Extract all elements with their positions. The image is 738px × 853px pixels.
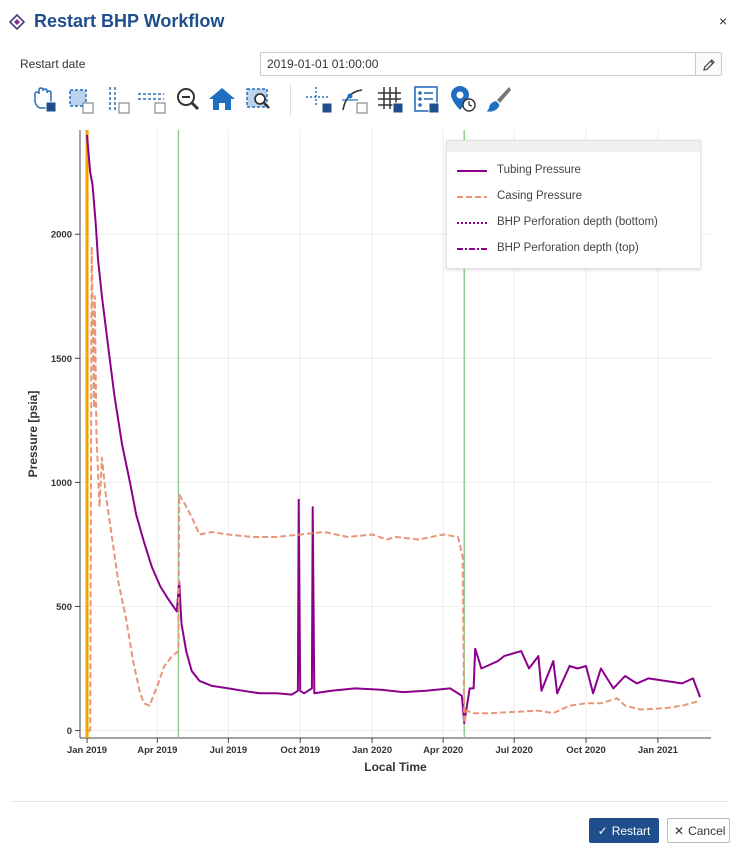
chart-legend[interactable]: Tubing Pressure Casing Pressure BHP Perf… [446,140,701,269]
app-logo-icon [9,14,25,30]
edit-date-button[interactable] [695,52,722,76]
zoom-tool[interactable] [174,84,204,116]
legend-label-bhp-top: BHP Perforation depth (top) [497,242,639,254]
x-tick-label: Jan 2020 [352,745,392,756]
legend-swatch-casing [457,196,487,198]
box-select-icon [69,89,94,114]
legend-item-casing[interactable]: Casing Pressure [457,189,697,205]
box-zoom-tool[interactable] [244,84,274,116]
footer-divider [10,801,728,802]
legend-label-bhp-bottom: BHP Perforation depth (bottom) [497,216,658,228]
x-tick-label: Jul 2019 [210,745,248,756]
paint-brush-tool[interactable] [484,84,514,116]
crosshair-tool[interactable] [306,84,336,116]
y-range-select-icon [138,93,166,114]
home-icon [209,88,235,110]
pan-tool[interactable] [30,84,60,116]
grid-tool[interactable] [376,84,406,116]
legend-item-tubing[interactable]: Tubing Pressure [457,163,697,179]
y-range-select-tool[interactable] [138,84,168,116]
x-range-select-icon [109,87,130,114]
x-tick-label: Jul 2020 [495,745,533,756]
toolbar-separator [290,84,291,116]
restart-button-label: Restart [611,823,651,838]
x-tick-label: Oct 2019 [280,745,320,756]
restart-date-input[interactable] [260,52,696,76]
hover-tooltip-tool[interactable] [448,84,478,116]
y-tick-label: 0 [67,726,72,737]
x-range-select-tool[interactable] [102,84,132,116]
y-tick-label: 1500 [51,354,72,365]
dialog-header: Restart BHP Workflow × [0,0,738,44]
zoom-icon [177,88,200,111]
x-icon: ✕ [674,823,685,838]
x-axis-label: Local Time [364,760,427,774]
paint-brush-icon [486,87,511,112]
restart-date-label: Restart date [20,57,86,71]
x-tick-label: Jan 2019 [67,745,107,756]
series-line-casing-pressure [88,245,701,732]
legend-item-bhp-top[interactable]: BHP Perforation depth (top) [457,241,697,257]
series-line-tubing-pressure [86,134,702,725]
x-tick-label: Oct 2020 [566,745,606,756]
legend-label-casing: Casing Pressure [497,190,583,202]
legend-swatch-bhp-bottom [457,222,487,224]
y-tick-label: 2000 [51,230,72,241]
legend-swatch-bhp-top [457,248,487,250]
box-select-tool[interactable] [66,84,96,116]
y-tick-label: 1000 [51,478,72,489]
legend-swatch-tubing [457,170,487,172]
home-tool[interactable] [208,84,238,116]
crosshair-icon [306,87,333,114]
hover-tooltip-icon [451,86,476,112]
legend-item-bhp-bottom[interactable]: BHP Perforation depth (bottom) [457,215,697,231]
pencil-icon [703,59,715,71]
x-tick-label: Apr 2019 [137,745,177,756]
y-tick-label: 500 [56,602,72,613]
legend-tool[interactable] [412,84,442,116]
x-tick-label: Apr 2020 [423,745,463,756]
cancel-button-label: Cancel [688,823,726,838]
check-icon: ✓ [597,823,608,838]
legend-icon [414,86,440,114]
legend-label-tubing: Tubing Pressure [497,164,581,176]
x-tick-label: Jan 2021 [638,745,679,756]
cancel-button[interactable]: ✕ Cancel [667,818,730,843]
curve-tool[interactable] [340,84,370,116]
grid-icon [378,87,404,114]
restart-button[interactable]: ✓ Restart [589,818,659,843]
chart-toolbar [30,84,530,118]
box-zoom-icon [246,88,270,109]
curve-icon [342,89,368,114]
y-axis-label: Pressure [psia] [26,391,40,478]
dialog-title: Restart BHP Workflow [34,11,225,31]
legend-header [447,141,700,152]
close-button[interactable]: × [719,13,728,29]
pan-icon [34,87,57,113]
